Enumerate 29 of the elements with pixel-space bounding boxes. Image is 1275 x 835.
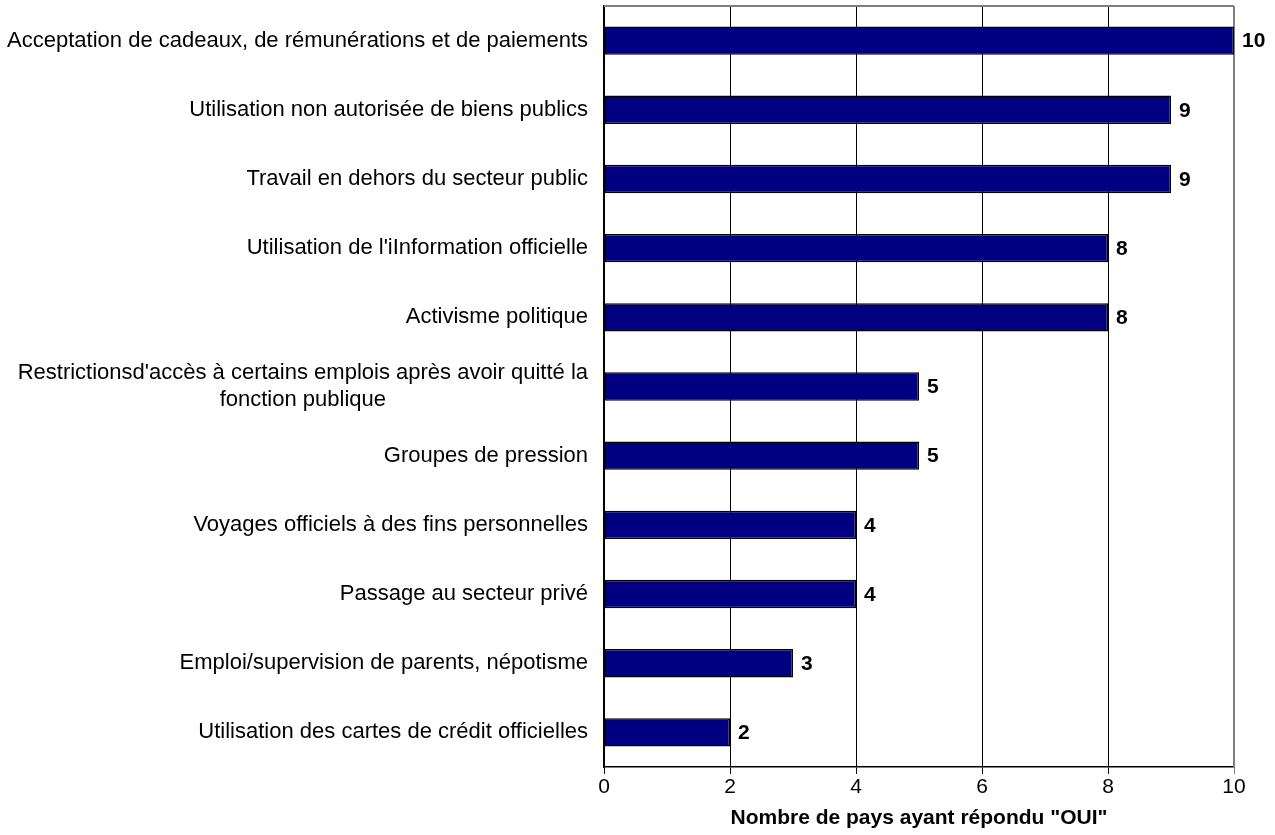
y-tick-label: Utilisation non autorisée de biens publics (189, 95, 588, 121)
y-tick-label: Restrictionsd'accès à certains emplois après avoir quitté la fonction publique (17, 359, 589, 412)
x-tick-label: 4 (850, 774, 863, 798)
x-tick-label: 8 (1102, 774, 1114, 798)
y-tick-label: Travail en dehors du secteur public (246, 165, 588, 191)
x-tick-label: 2 (724, 774, 736, 798)
x-axis-title: Nombre de pays ayant répondu "OUI" (730, 805, 1108, 829)
y-tick-label: Voyages officiels à des fins personnelles (193, 510, 589, 536)
data-label: 9 (1179, 166, 1191, 190)
data-label: 5 (927, 443, 939, 467)
data-label: 4 (864, 581, 876, 605)
y-tick-label: Utilisation des cartes de crédit officielles (198, 718, 588, 744)
data-label: 2 (738, 720, 750, 744)
data-label: 8 (1116, 305, 1128, 329)
data-label: 3 (801, 651, 813, 675)
x-tick-label: 0 (598, 774, 610, 798)
data-label: 5 (927, 374, 939, 398)
data-label: 4 (864, 512, 876, 536)
y-tick-label: Utilisation de l'iInformation officielle (246, 234, 588, 260)
data-label: 10 (1242, 28, 1266, 52)
x-tick-label: 6 (976, 774, 988, 798)
x-tick-label: 10 (1222, 774, 1246, 798)
y-tick-label: Emploi/supervision de parents, népotisme (179, 649, 589, 675)
y-tick-label: Activisme politique (405, 303, 588, 329)
data-label: 9 (1179, 97, 1191, 121)
y-tick-label: Passage au secteur privé (339, 580, 589, 606)
y-tick-label: Acceptation de cadeaux, de rémunérations et de paiements (7, 26, 589, 52)
data-label: 8 (1116, 235, 1128, 259)
y-tick-label: Groupes de pression (383, 441, 588, 467)
